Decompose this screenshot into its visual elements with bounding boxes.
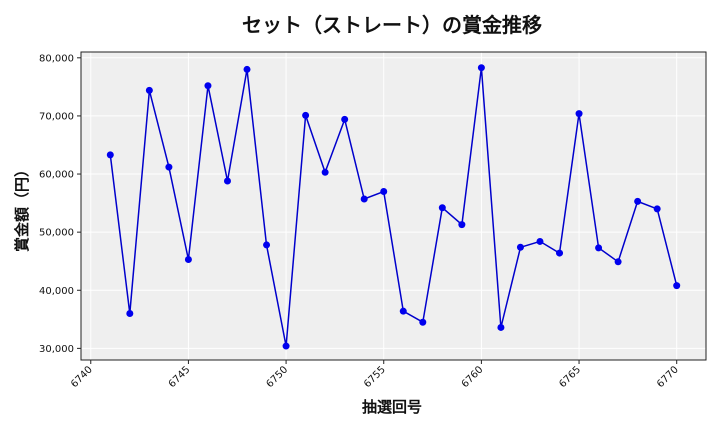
data-point [458,221,466,229]
data-point [595,244,603,252]
y-tick-label: 80,000 [39,53,74,64]
data-point [556,249,564,257]
data-point [263,241,271,249]
data-point [575,110,583,118]
series-line [109,67,678,347]
data-point [419,318,427,326]
data-point [165,163,173,171]
y-tick-label: 60,000 [39,170,74,181]
data-point [126,310,134,318]
y-tick-label: 30,000 [39,344,74,355]
grid-lines [81,52,706,360]
y-axis-label: 賞金額（円） [13,162,31,252]
data-point [321,168,329,176]
data-point [634,197,642,205]
data-point [243,65,251,73]
data-point [341,115,349,123]
data-point [673,282,681,290]
data-point [438,204,446,212]
data-point [223,177,231,185]
data-point [204,82,212,90]
data-point [614,258,622,266]
data-point [536,237,544,245]
plot-frame [80,51,707,361]
data-point [399,307,407,315]
data-point [516,243,524,251]
data-point [477,64,485,72]
y-tick-label: 50,000 [39,228,74,239]
data-point [184,255,192,263]
data-point [106,151,114,159]
y-tick-label: 70,000 [39,111,74,122]
x-axis-label: 抽選回号 [362,398,422,416]
data-point [653,205,661,213]
plot-area [81,52,706,360]
data-point [380,187,388,195]
chart-title: セット（ストレート）の賞金推移 [242,13,542,37]
data-point [282,342,290,350]
data-point [497,323,505,331]
data-series [106,64,681,350]
data-point [145,86,153,94]
data-point [360,195,368,203]
y-tick-label: 40,000 [39,286,74,297]
data-point [302,111,310,119]
